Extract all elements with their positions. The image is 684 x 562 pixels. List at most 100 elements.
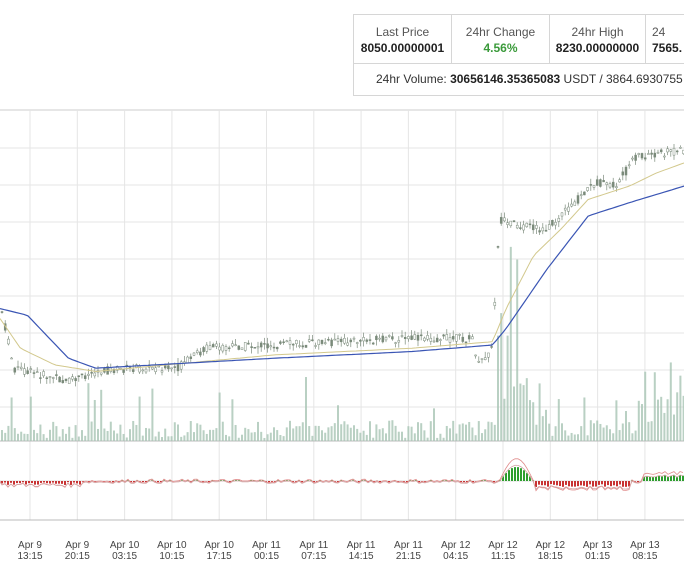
x-tick-date: Apr 11 bbox=[299, 540, 328, 551]
volume-bar bbox=[333, 423, 336, 441]
candle-body bbox=[407, 336, 410, 340]
macd-bar bbox=[637, 481, 639, 483]
x-tick-date: Apr 12 bbox=[536, 540, 566, 551]
volume-bar bbox=[135, 424, 138, 441]
candle-body bbox=[589, 184, 593, 186]
candle-body bbox=[650, 152, 653, 155]
candle-body bbox=[445, 334, 449, 341]
candle-body bbox=[400, 335, 404, 337]
candle-body bbox=[359, 339, 362, 342]
macd-bar bbox=[16, 481, 18, 484]
volume-bar bbox=[666, 399, 669, 441]
candle-body bbox=[643, 157, 647, 160]
volume-bar bbox=[167, 436, 170, 441]
volume-bar bbox=[442, 437, 445, 441]
candle-body bbox=[288, 340, 292, 345]
volume-bar bbox=[228, 436, 231, 441]
candle-body bbox=[615, 186, 618, 188]
volume-bar bbox=[154, 436, 157, 441]
volume-bar bbox=[525, 378, 528, 441]
candle-body bbox=[218, 346, 221, 351]
candle-body bbox=[413, 334, 417, 340]
volume-bar bbox=[113, 430, 115, 441]
candle-body bbox=[61, 380, 65, 384]
volume-bar bbox=[4, 432, 7, 441]
macd-line bbox=[0, 458, 684, 492]
macd-bar bbox=[568, 481, 570, 487]
macd-bar bbox=[34, 481, 36, 485]
x-tick-time: 00:15 bbox=[254, 551, 279, 562]
candle-body bbox=[131, 369, 135, 372]
volume-bar bbox=[52, 421, 55, 441]
x-tick-time: 21:15 bbox=[396, 551, 421, 562]
volume-bar bbox=[452, 420, 455, 441]
macd-panel bbox=[0, 458, 684, 492]
volume-bar bbox=[276, 430, 279, 441]
candle-body bbox=[298, 345, 301, 347]
macd-bar bbox=[523, 470, 525, 481]
candle-body bbox=[51, 377, 55, 379]
candle-body bbox=[202, 347, 205, 353]
volume-bar bbox=[647, 421, 650, 441]
volume-bar bbox=[641, 404, 643, 441]
volume-bar bbox=[429, 421, 432, 441]
volume-bar bbox=[253, 432, 256, 441]
macd-bar bbox=[76, 481, 78, 484]
volume-bar bbox=[106, 430, 109, 441]
macd-bar bbox=[574, 481, 576, 487]
candle-body bbox=[23, 368, 26, 375]
volume-bar bbox=[349, 427, 352, 441]
candle-body bbox=[528, 223, 532, 226]
volume-bar bbox=[420, 423, 423, 441]
volume-bar bbox=[593, 423, 595, 441]
volume-bar bbox=[660, 396, 663, 441]
macd-bar bbox=[310, 480, 312, 481]
macd-bar bbox=[295, 481, 297, 482]
volume-bar bbox=[522, 385, 525, 441]
macd-bar bbox=[424, 481, 426, 482]
macd-bar bbox=[460, 481, 462, 483]
macd-bar bbox=[130, 481, 132, 483]
macd-bar bbox=[28, 481, 30, 484]
macd-bar bbox=[25, 481, 27, 485]
volume-bar bbox=[151, 388, 154, 441]
candle-body bbox=[576, 195, 580, 204]
macd-bar bbox=[88, 481, 90, 482]
volume-value: 30656146.35365083 bbox=[450, 72, 561, 86]
volume-bar bbox=[487, 421, 490, 441]
change-label: 24hr Change bbox=[465, 25, 536, 39]
candle-body bbox=[333, 338, 337, 341]
candle-body bbox=[471, 336, 474, 340]
candle-body bbox=[525, 222, 529, 228]
macd-bar bbox=[670, 475, 672, 481]
candle-body bbox=[234, 344, 237, 346]
volume-bar bbox=[17, 433, 19, 441]
candle-body bbox=[592, 185, 596, 188]
volume-bar bbox=[385, 433, 387, 441]
volume-bar bbox=[644, 371, 647, 441]
chart-grid bbox=[0, 109, 684, 521]
macd-bar bbox=[571, 481, 573, 487]
volume-bar bbox=[493, 424, 496, 441]
candle-body bbox=[403, 336, 407, 340]
macd-bar bbox=[40, 481, 42, 483]
volume-bar bbox=[202, 430, 205, 441]
volume-bar bbox=[157, 431, 160, 441]
macd-bar bbox=[262, 480, 264, 481]
candle-body bbox=[176, 363, 180, 372]
candle-body bbox=[71, 376, 74, 380]
volume-bar bbox=[141, 435, 144, 441]
volume-bar bbox=[266, 434, 269, 441]
candle-body bbox=[435, 337, 439, 343]
volume-bar bbox=[7, 425, 10, 441]
candle-body bbox=[250, 346, 253, 349]
macd-bar bbox=[133, 481, 135, 483]
candle-body bbox=[547, 224, 551, 230]
volume-bar bbox=[439, 433, 442, 441]
volume-bar bbox=[225, 434, 227, 441]
volume-bar bbox=[541, 416, 544, 441]
volume-bar bbox=[583, 397, 586, 441]
macd-bar bbox=[595, 481, 597, 487]
